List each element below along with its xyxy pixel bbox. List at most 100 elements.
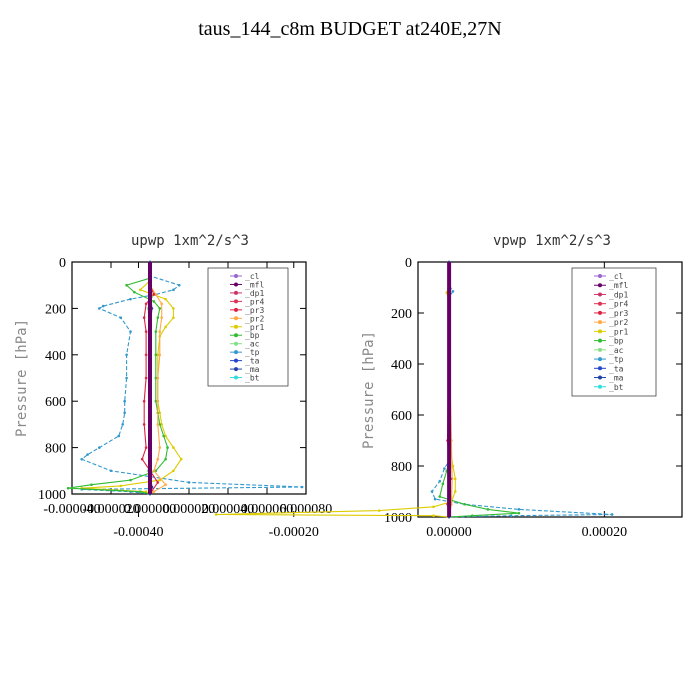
x-tick-label-0-3: 0.000020 bbox=[163, 502, 216, 517]
data-point-0-_tp-2 bbox=[177, 283, 181, 287]
data-point-1-_tp-13 bbox=[517, 508, 521, 511]
data-point-1-_pr1-12 bbox=[214, 513, 218, 516]
legend-marker-1-7 bbox=[598, 338, 602, 343]
data-point-0-_bp-19 bbox=[66, 486, 70, 490]
data-point-0-_tp-6 bbox=[101, 304, 105, 308]
legend-marker-1-10 bbox=[598, 366, 602, 371]
legend-marker-1-4 bbox=[598, 310, 602, 315]
series-line-0-_bp bbox=[68, 262, 169, 495]
plot-frame-1 bbox=[417, 261, 683, 518]
legend-marker-0-12 bbox=[234, 375, 238, 380]
legend-label-1-4: _pr3 bbox=[609, 309, 628, 318]
legend-label-0-5: _pr2 bbox=[245, 314, 264, 323]
legend-label-0-9: _tp bbox=[245, 348, 260, 357]
data-point-0-_pr3-10 bbox=[144, 446, 148, 449]
legend-label-0-4: _pr3 bbox=[245, 306, 264, 315]
data-point-1-_tp-10 bbox=[430, 490, 434, 493]
y-tick-label-1-5: 1000 bbox=[384, 511, 412, 526]
legend-label-0-8: _ac bbox=[245, 340, 260, 349]
x-tick-label-0-0: -0.000040 bbox=[43, 502, 100, 517]
data-point-0-_pr1-11 bbox=[158, 411, 162, 415]
legend-label-0-0: _cl bbox=[245, 272, 260, 281]
y-tick-label-1-4: 800 bbox=[391, 460, 412, 475]
data-point-0-_tp-8 bbox=[119, 316, 123, 319]
x-tick-label-0-2: 0.000000 bbox=[124, 502, 177, 517]
legend-marker-0-8 bbox=[234, 341, 238, 346]
x-tick-label-1-2: 0.00000 bbox=[426, 525, 472, 540]
data-point-0-_pr2-5 bbox=[158, 330, 162, 333]
data-point-0-_pr1-6 bbox=[164, 325, 167, 329]
data-point-0-_pr1-17 bbox=[158, 478, 162, 482]
data-point-0-_tp-11 bbox=[125, 376, 128, 380]
legend-marker-1-9 bbox=[598, 357, 602, 362]
legend-label-1-9: _tp bbox=[609, 355, 624, 364]
data-point-0-_tp-21 bbox=[300, 485, 304, 489]
legend-label-0-3: _pr4 bbox=[245, 297, 264, 306]
legend-label-0-11: _ma bbox=[245, 365, 260, 374]
legend-marker-0-7 bbox=[234, 333, 238, 338]
y-axis-label-1: Pressure [hPa] bbox=[361, 331, 377, 449]
legend-marker-0-10 bbox=[234, 358, 238, 363]
y-tick-label-1-1: 200 bbox=[391, 307, 412, 322]
data-point-0-_pr1-3 bbox=[164, 297, 167, 301]
series-line-0-_pr2 bbox=[149, 262, 167, 495]
data-point-1-_pr1-13 bbox=[432, 514, 435, 518]
legend-marker-0-11 bbox=[234, 367, 238, 372]
data-point-0-_bp-20 bbox=[138, 490, 142, 493]
data-point-1-_pr1-10 bbox=[432, 505, 435, 509]
x-tick-label-1-0: -0.00040 bbox=[113, 525, 163, 540]
data-point-0-_bp-4 bbox=[152, 300, 156, 303]
legend-marker-0-2 bbox=[234, 290, 238, 295]
legend-label-1-5: _pr2 bbox=[609, 318, 628, 327]
legend-marker-1-0 bbox=[598, 274, 602, 278]
y-tick-label-1-2: 400 bbox=[391, 358, 412, 373]
data-point-0-_tp-13 bbox=[123, 411, 126, 415]
data-point-0-_tp-12 bbox=[123, 399, 126, 403]
data-point-0-_tp-17 bbox=[86, 453, 89, 456]
data-point-0-_bp-7 bbox=[154, 330, 158, 333]
legend-label-1-10: _ta bbox=[609, 364, 624, 373]
data-point-0-_pr2-2 bbox=[154, 293, 158, 296]
data-point-0-_bp-12 bbox=[158, 423, 162, 426]
data-point-0-_pr1-2 bbox=[138, 288, 142, 292]
data-point-0-_bp-17 bbox=[129, 478, 132, 482]
legend-marker-1-8 bbox=[598, 347, 602, 352]
legend-marker-0-0 bbox=[234, 274, 238, 278]
data-point-0-_pr3-4 bbox=[142, 316, 146, 319]
legend-label-0-2: _dp1 bbox=[245, 289, 264, 298]
data-point-0-_pr2-14 bbox=[152, 490, 156, 493]
data-point-1-_pr1-7 bbox=[453, 477, 457, 481]
data-point-1-_bp-6 bbox=[438, 495, 442, 498]
data-point-0-_pr3-11 bbox=[140, 457, 144, 461]
data-point-0-_pr1-16 bbox=[172, 469, 175, 473]
data-point-1-_pr1-11 bbox=[377, 509, 381, 512]
data-point-0-_bp-8 bbox=[154, 353, 158, 357]
data-point-0-_tp-16 bbox=[98, 446, 101, 449]
data-point-0-_pr3-12 bbox=[156, 481, 160, 484]
x-tick-label-0-1: -0.000020 bbox=[82, 502, 139, 517]
legend-label-0-10: _ta bbox=[245, 357, 260, 366]
data-point-0-_tp-15 bbox=[117, 434, 121, 438]
data-point-0-_pr1-20 bbox=[144, 490, 148, 493]
y-tick-label-1-3: 600 bbox=[391, 409, 412, 424]
data-point-0-_bp-3 bbox=[133, 290, 136, 294]
x-tick-label-1-1: -0.00020 bbox=[269, 525, 319, 540]
x-tick-label-1-3: 0.00020 bbox=[582, 525, 628, 540]
legend-label-1-8: _ac bbox=[609, 346, 624, 355]
data-point-0-_tp-9 bbox=[129, 330, 132, 333]
data-point-0-_pr3-7 bbox=[144, 376, 148, 380]
data-point-1-_bp-10 bbox=[471, 514, 474, 518]
data-point-1-_tp-11 bbox=[433, 497, 437, 501]
data-point-0-_pr2-4 bbox=[160, 316, 163, 319]
data-point-0-_bp-13 bbox=[162, 434, 165, 438]
panel-title-0: upwp 1xm^2/s^3 bbox=[131, 233, 249, 249]
data-point-0-_pr3-8 bbox=[142, 399, 146, 403]
data-point-0-_tp-19 bbox=[109, 469, 113, 473]
data-point-1-_bp-7 bbox=[463, 502, 466, 506]
data-point-0-_pr2-13 bbox=[164, 483, 167, 487]
legend-marker-0-3 bbox=[234, 299, 238, 304]
data-point-0-_pr2-11 bbox=[156, 457, 160, 461]
data-point-0-_bp-6 bbox=[156, 316, 160, 319]
y-tick-label-0-0: 0 bbox=[59, 256, 66, 271]
